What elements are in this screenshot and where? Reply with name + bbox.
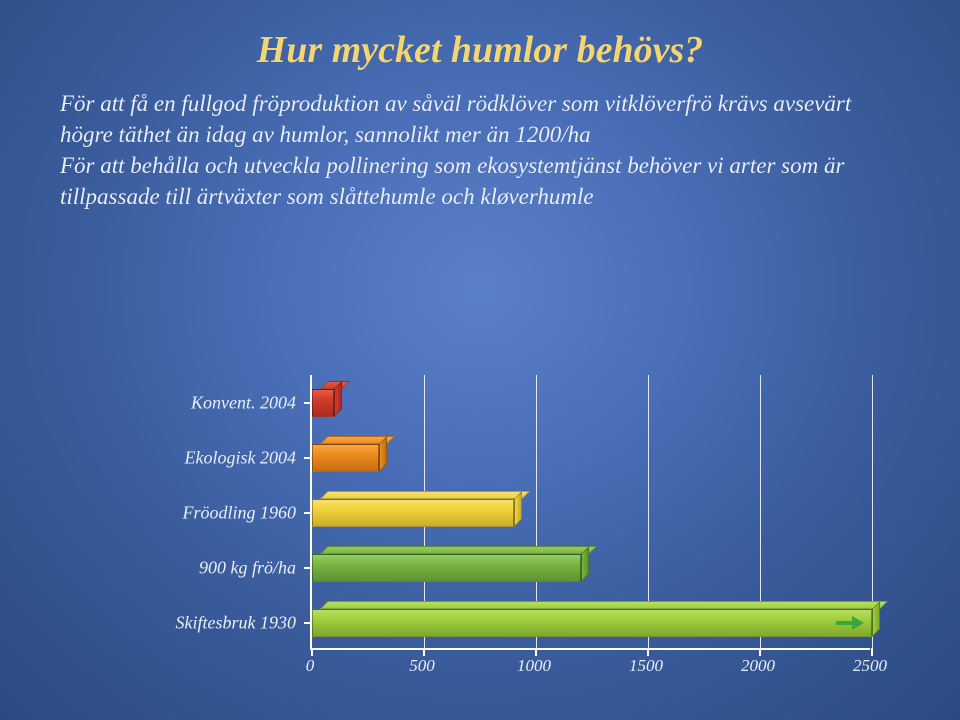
y-tick bbox=[304, 402, 312, 404]
bar-chart: 05001000150020002500Konvent. 2004Ekologi… bbox=[130, 375, 900, 690]
paragraph-2: För att behålla och utveckla pollinering… bbox=[60, 150, 900, 212]
y-tick bbox=[304, 457, 312, 459]
x-tick-label: 1500 bbox=[629, 656, 663, 676]
plot-area bbox=[310, 375, 870, 650]
bar bbox=[312, 609, 872, 637]
x-tick bbox=[871, 648, 873, 656]
category-label: 900 kg frö/ha bbox=[116, 557, 296, 578]
bar bbox=[312, 554, 581, 582]
x-tick-label: 0 bbox=[306, 656, 315, 676]
page-title: Hur mycket humlor behövs? bbox=[60, 28, 900, 72]
bar bbox=[312, 499, 514, 527]
bar bbox=[312, 389, 334, 417]
bar bbox=[312, 444, 379, 472]
y-tick bbox=[304, 622, 312, 624]
arrow-icon bbox=[836, 616, 864, 630]
y-tick bbox=[304, 567, 312, 569]
x-tick bbox=[423, 648, 425, 656]
x-tick-label: 500 bbox=[409, 656, 435, 676]
x-tick bbox=[535, 648, 537, 656]
x-tick-label: 2500 bbox=[853, 656, 887, 676]
x-tick bbox=[311, 648, 313, 656]
x-tick bbox=[647, 648, 649, 656]
category-label: Konvent. 2004 bbox=[116, 392, 296, 413]
category-label: Ekologisk 2004 bbox=[116, 447, 296, 468]
y-tick bbox=[304, 512, 312, 514]
paragraph-1: För att få en fullgod fröproduktion av s… bbox=[60, 88, 900, 150]
category-label: Fröodling 1960 bbox=[116, 502, 296, 523]
x-tick-label: 1000 bbox=[517, 656, 551, 676]
x-tick-label: 2000 bbox=[741, 656, 775, 676]
category-label: Skiftesbruk 1930 bbox=[116, 612, 296, 633]
x-tick bbox=[759, 648, 761, 656]
